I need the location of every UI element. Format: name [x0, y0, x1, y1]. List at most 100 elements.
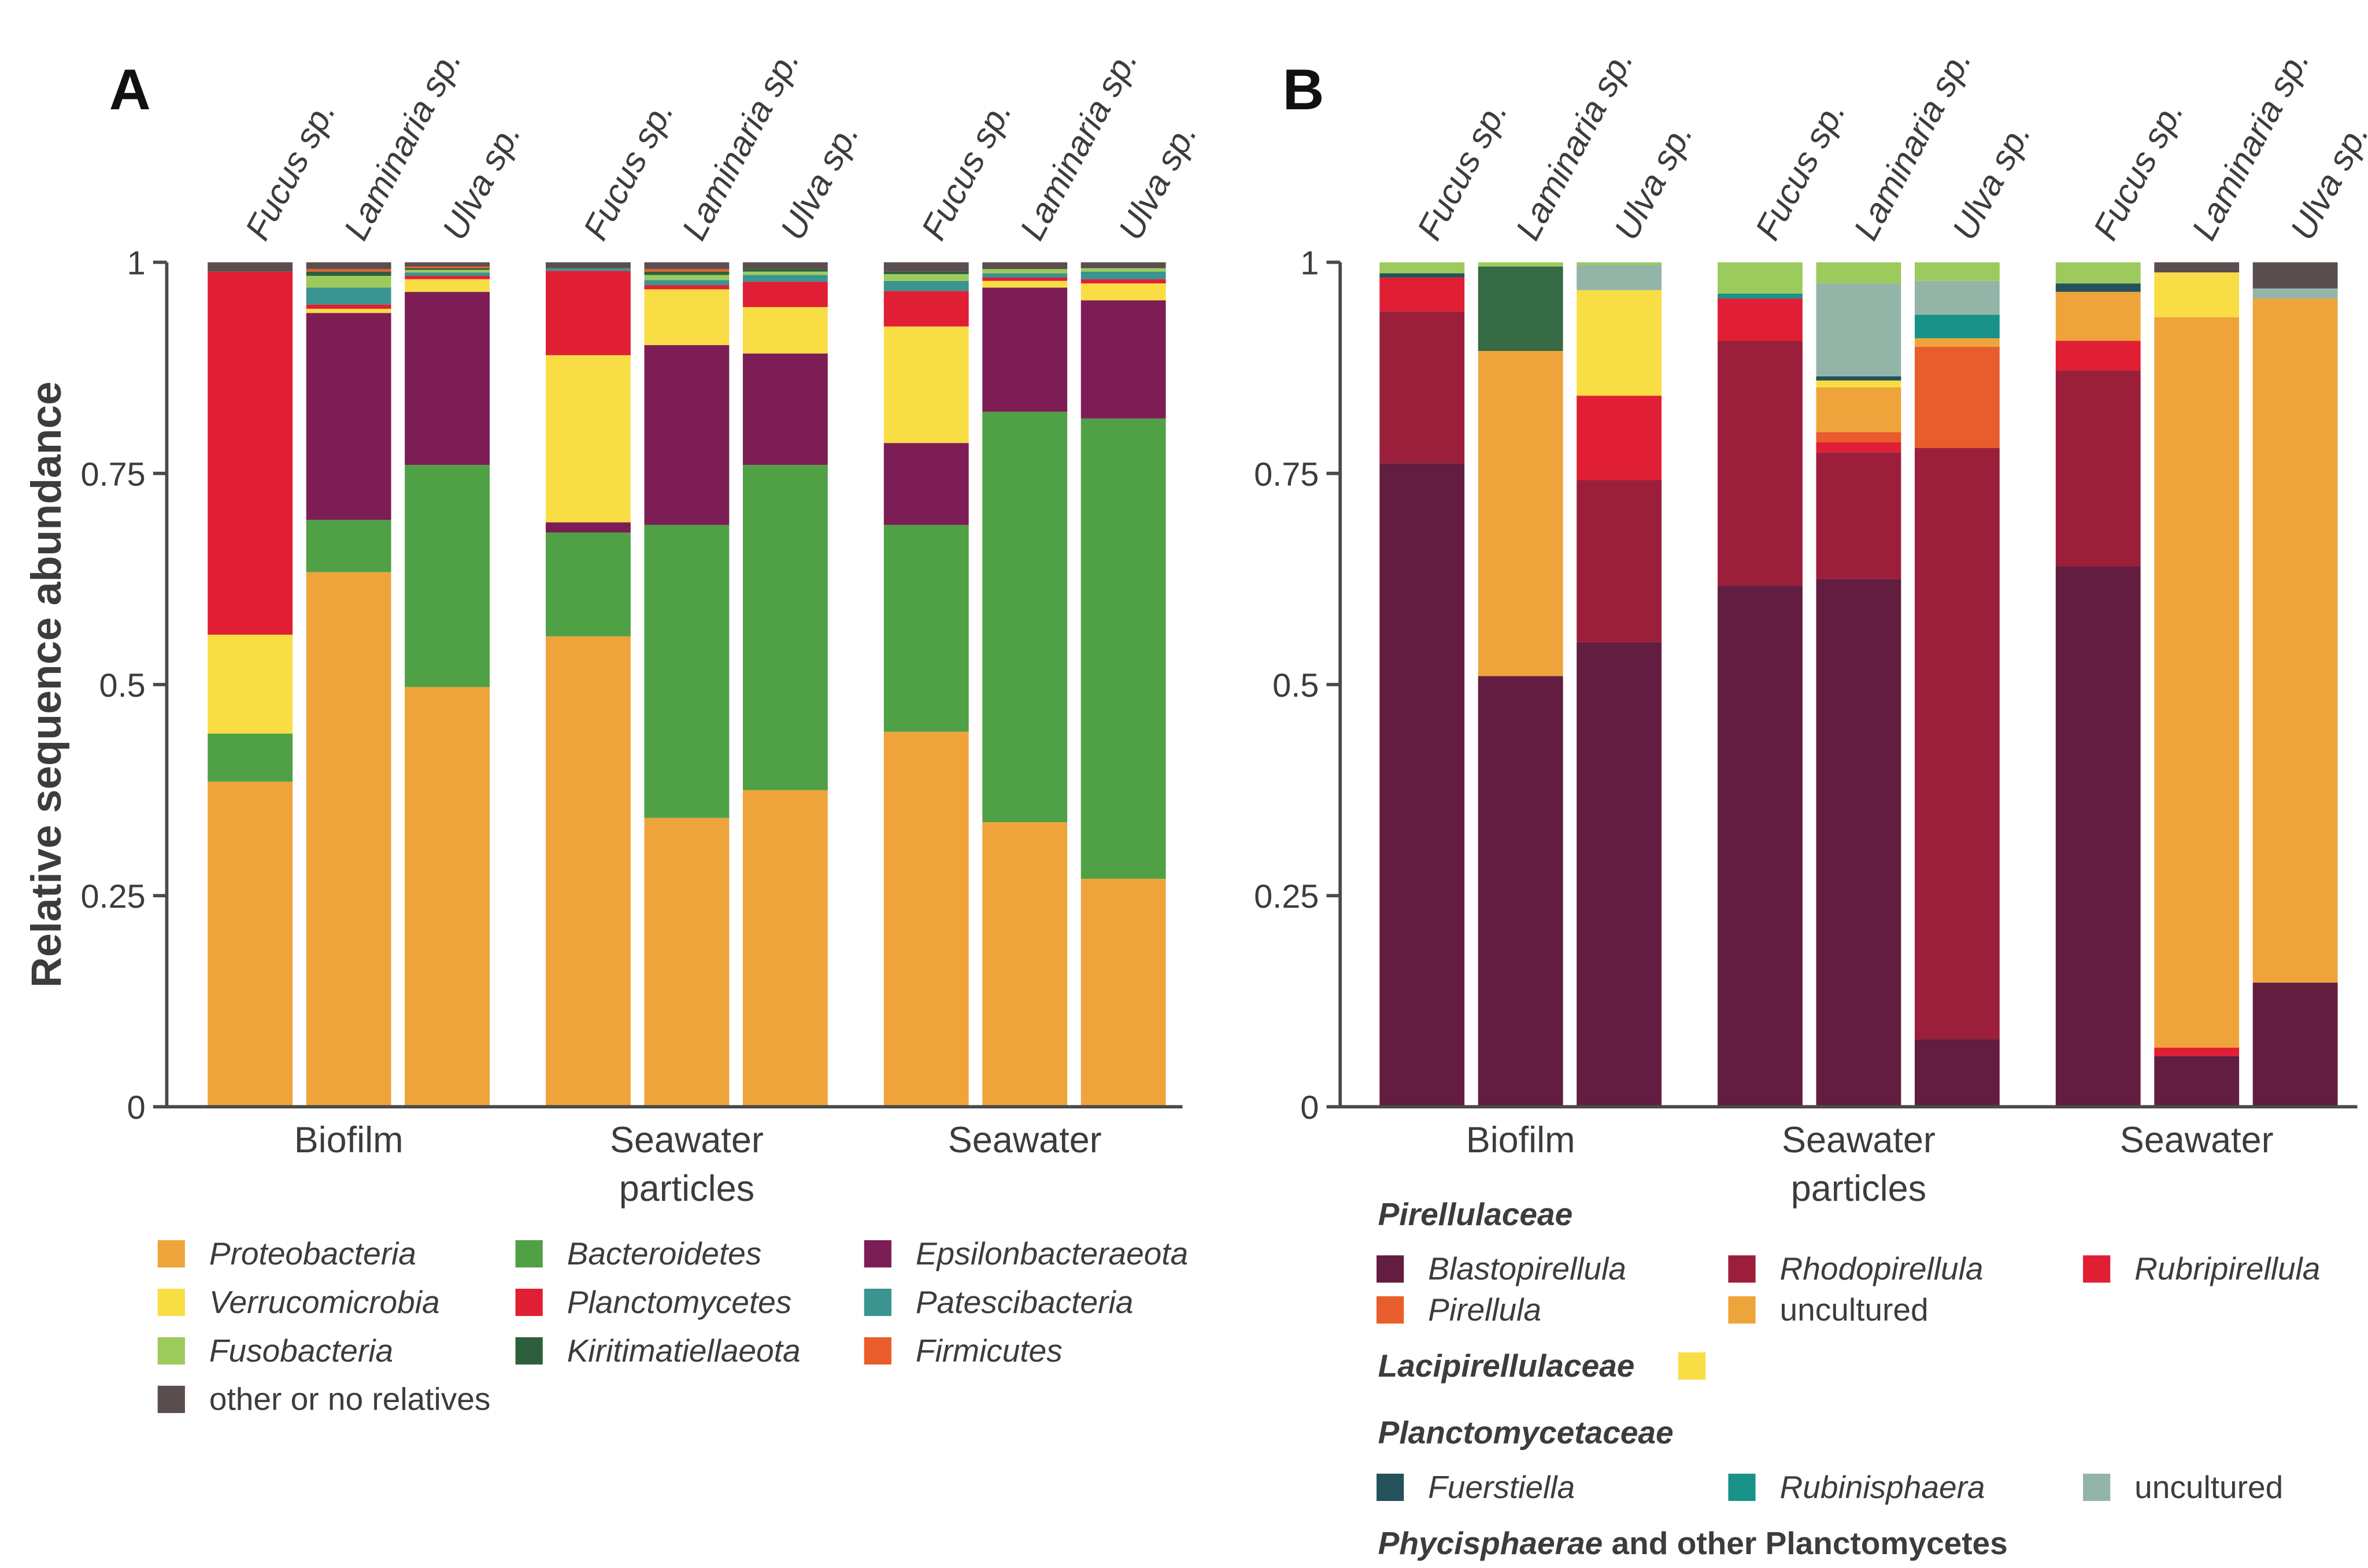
y-tick-label: 1 [127, 245, 146, 282]
legend-swatch [1377, 1255, 1404, 1283]
y-tick-label: 0 [1300, 1089, 1319, 1126]
bar-9-fusobacteria-6 [1081, 268, 1166, 272]
bar-7-rhodopirellula-1 [2055, 370, 2141, 567]
bar-3-proteobacteria-0 [405, 687, 490, 1107]
y-tick-label: 0.5 [1272, 667, 1319, 704]
legend-section-title: Phycisphaerae and other Planctomycetes [1378, 1525, 2008, 1561]
bar-1-other-or-no-relatives-9 [208, 262, 293, 272]
bar-9-bacteroidetes-1 [1081, 418, 1166, 879]
y-tick-label: 1 [1300, 245, 1319, 282]
bar-8-other-or-no-relatives-9 [982, 262, 1068, 269]
legend-swatch [1728, 1473, 1756, 1502]
y-tick-label: 0.25 [80, 878, 145, 915]
bar-5-rubripirellula-2 [1816, 442, 1901, 453]
bar-8-blastopirellula-0 [2154, 1056, 2240, 1107]
bar-2-kiritimatiellaeota-7 [306, 271, 391, 276]
bar-4-blastopirellula-0 [1718, 586, 1803, 1107]
bar-7-other-or-no-relatives-9 [883, 262, 969, 272]
bar-5-firmicutes-8 [644, 269, 730, 272]
bar-1-planctomycetes-4 [208, 271, 293, 635]
bar-5-fuerstiella-6 [1816, 376, 1901, 381]
bar-3-patescibacteria-5 [405, 272, 490, 276]
legend-label: Pirellula [1428, 1292, 1541, 1327]
legend-label: uncultured [1780, 1292, 1929, 1327]
bar-4-rubinisphaera-7 [1718, 293, 1803, 299]
bar-4-other-or-no-relatives-9 [546, 262, 631, 268]
bar-5-blastopirellula-0 [1816, 579, 1901, 1107]
bar-3-rubripirellula-2 [1577, 395, 1662, 480]
bar-3-kiritimatiellaeota-7 [405, 268, 490, 270]
bar-7-patescibacteria-5 [883, 280, 969, 291]
legend-swatch [1678, 1352, 1706, 1380]
bar-3-bacteroidetes-1 [405, 465, 490, 687]
legend-label: uncultured [2134, 1469, 2283, 1505]
bar-label: Ulva sp. [2282, 116, 2368, 246]
legend-swatch [157, 1385, 185, 1413]
bar-2-fusobacteria-6 [306, 276, 391, 288]
bar-3-fusobacteria-6 [405, 269, 490, 273]
legend-label: Fuerstiella [1428, 1469, 1575, 1505]
bar-6-uncultured-8 [1914, 280, 2000, 315]
bar-6-rhodopirellula-1 [1914, 448, 2000, 1040]
bar-9-other-11 [2252, 262, 2338, 289]
bar-4-bacteroidetes-1 [546, 532, 631, 637]
legend-swatch [1377, 1473, 1404, 1502]
bar-8-lacipirellulaceae-5 [2154, 272, 2240, 317]
bar-3-epsilonbacteraeota-2 [405, 291, 490, 465]
group-label: particles [619, 1168, 754, 1209]
bar-2-uncultured-4 [1478, 351, 1563, 676]
bar-3-lacipirellulaceae-5 [1577, 290, 1662, 396]
bar-6-kiritimatiellaeota-7 [742, 269, 828, 272]
bar-5-kiritimatiellaeota-7 [644, 271, 730, 275]
bar-1-om190-10 [1379, 262, 1465, 273]
bar-6-patescibacteria-5 [742, 275, 828, 282]
bar-7-fuerstiella-6 [2055, 283, 2141, 292]
bar-3-verrucomicrobia-3 [405, 279, 490, 292]
legend-section-title: Planctomycetaceae [1378, 1414, 1674, 1450]
group-label: Biofilm [294, 1120, 404, 1160]
bar-5-patescibacteria-5 [644, 280, 730, 286]
bar-9-epsilonbacteraeota-2 [1081, 300, 1166, 419]
bar-8-patescibacteria-5 [982, 273, 1068, 278]
y-tick-label: 0 [127, 1089, 146, 1126]
legend-swatch [2083, 1473, 2111, 1502]
bar-5-rhodopirellula-1 [1816, 452, 1901, 579]
bar-2-epsilonbacteraeota-2 [306, 313, 391, 520]
y-tick-label: 0.75 [80, 456, 145, 493]
bar-4-verrucomicrobia-3 [546, 355, 631, 523]
bar-5-fusobacteria-6 [644, 275, 730, 280]
bar-1-blastopirellula-0 [1379, 463, 1465, 1107]
bar-7-uncultured-4 [2055, 291, 2141, 341]
legend-section-title: Pirellulaceae [1378, 1196, 1573, 1232]
bar-7-rubripirellula-2 [2055, 341, 2141, 371]
y-tick-label: 0.25 [1254, 878, 1319, 915]
legend-label: Rhodopirellula [1780, 1251, 1984, 1286]
bar-8-proteobacteria-0 [982, 822, 1068, 1107]
legend-label: Kiritimatiellaeota [567, 1333, 801, 1369]
bar-4-planctomycetes-4 [546, 271, 631, 356]
bar-7-verrucomicrobia-3 [883, 326, 969, 443]
bar-7-bacteroidetes-1 [883, 524, 969, 732]
bar-3-planctomycetes-4 [405, 276, 490, 279]
bar-6-rubinisphaera-7 [1914, 315, 2000, 339]
panel-label: B [1282, 58, 1324, 122]
bar-3-firmicutes-8 [405, 266, 490, 268]
y-tick-label: 0.5 [99, 667, 146, 704]
group-label: Biofilm [1466, 1120, 1575, 1160]
bar-4-patescibacteria-5 [546, 268, 631, 271]
bar-1-bacteroidetes-1 [208, 733, 293, 782]
bar-1-rubripirellula-2 [1379, 277, 1465, 312]
bar-5-om190-10 [1816, 262, 1901, 284]
bar-3-om190-10 [1577, 262, 1662, 265]
bar-1-fuerstiella-6 [1379, 273, 1465, 278]
bar-4-proteobacteria-0 [546, 636, 631, 1107]
bar-2-blastopirellula-0 [1478, 676, 1563, 1107]
legend-swatch [864, 1240, 891, 1268]
legend-swatch [157, 1288, 185, 1316]
bar-label: Fucus sp. [1409, 94, 1515, 246]
bar-label: Fucus sp. [237, 94, 343, 246]
bar-label: Ulva sp. [1111, 116, 1204, 246]
bar-1-proteobacteria-0 [208, 781, 293, 1107]
